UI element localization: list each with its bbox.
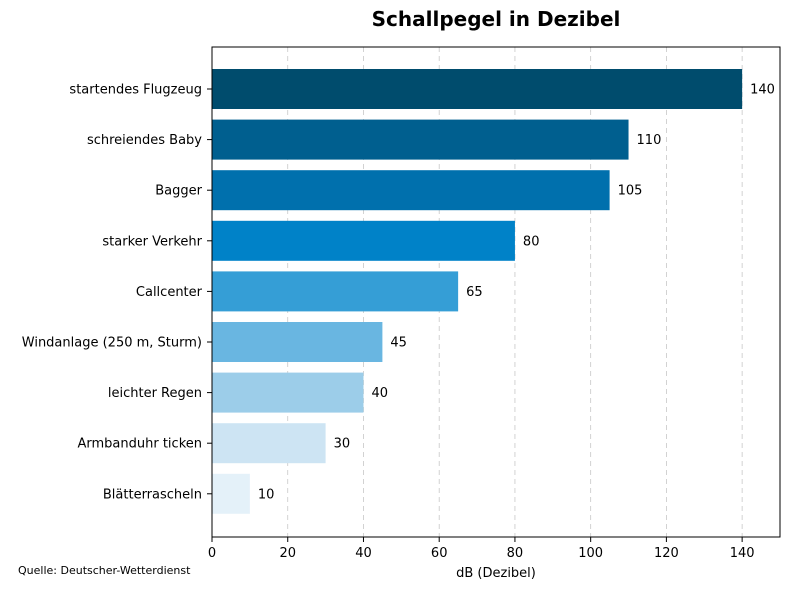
- bar: [212, 473, 250, 514]
- y-tick-labels: startendes Flugzeug schreiendes Baby Bagge…: [22, 83, 212, 502]
- bar: [212, 423, 326, 464]
- x-axis-label: dB (Dezibel): [456, 566, 536, 581]
- value-labels: 140 110 105 80 65 45 40 30 10: [258, 83, 775, 503]
- x-tick-label: 80: [507, 546, 524, 561]
- plot-frame: [211, 46, 781, 538]
- y-tick-label: leichter Regen: [108, 386, 202, 401]
- bar: [212, 69, 743, 109]
- data-label: 105: [618, 184, 643, 199]
- x-tick-label: 40: [355, 546, 372, 561]
- data-label: 65: [466, 285, 483, 300]
- y-tick-label: Callcenter: [136, 285, 203, 300]
- y-tick-label: Bagger: [155, 184, 202, 199]
- data-label: 45: [390, 336, 407, 351]
- x-tick-label: 0: [208, 546, 216, 561]
- bar: [212, 220, 515, 261]
- data-label: 110: [637, 133, 662, 148]
- y-tick-label: Armbanduhr ticken: [78, 437, 203, 452]
- y-tick-label: Blätterrascheln: [103, 487, 202, 502]
- bars: [212, 69, 743, 514]
- y-tick-label: starker Verkehr: [102, 234, 202, 249]
- bar: [212, 119, 629, 160]
- chart-title: Schallpegel in Dezibel: [372, 7, 621, 31]
- data-label: 80: [523, 234, 540, 249]
- bar: [212, 271, 459, 312]
- source-note: Quelle: Deutscher-Wetterdienst: [18, 564, 191, 577]
- bar: [212, 170, 610, 211]
- data-label: 30: [334, 437, 351, 452]
- y-tick-label: startendes Flugzeug: [69, 83, 202, 98]
- x-tick-label: 140: [730, 546, 755, 561]
- x-tick-label: 120: [654, 546, 679, 561]
- data-label: 40: [371, 386, 388, 401]
- bar: [212, 322, 383, 362]
- y-tick-label: Windanlage (250 m, Sturm): [22, 336, 202, 351]
- x-tick-labels: 0 20 40 60 80 100 120 140: [208, 537, 755, 561]
- y-tick-label: schreiendes Baby: [87, 133, 202, 148]
- data-label: 140: [750, 83, 775, 98]
- bar: [212, 372, 364, 413]
- x-tick-label: 20: [279, 546, 296, 561]
- x-tick-label: 100: [578, 546, 603, 561]
- x-tick-label: 60: [431, 546, 448, 561]
- data-label: 10: [258, 487, 275, 502]
